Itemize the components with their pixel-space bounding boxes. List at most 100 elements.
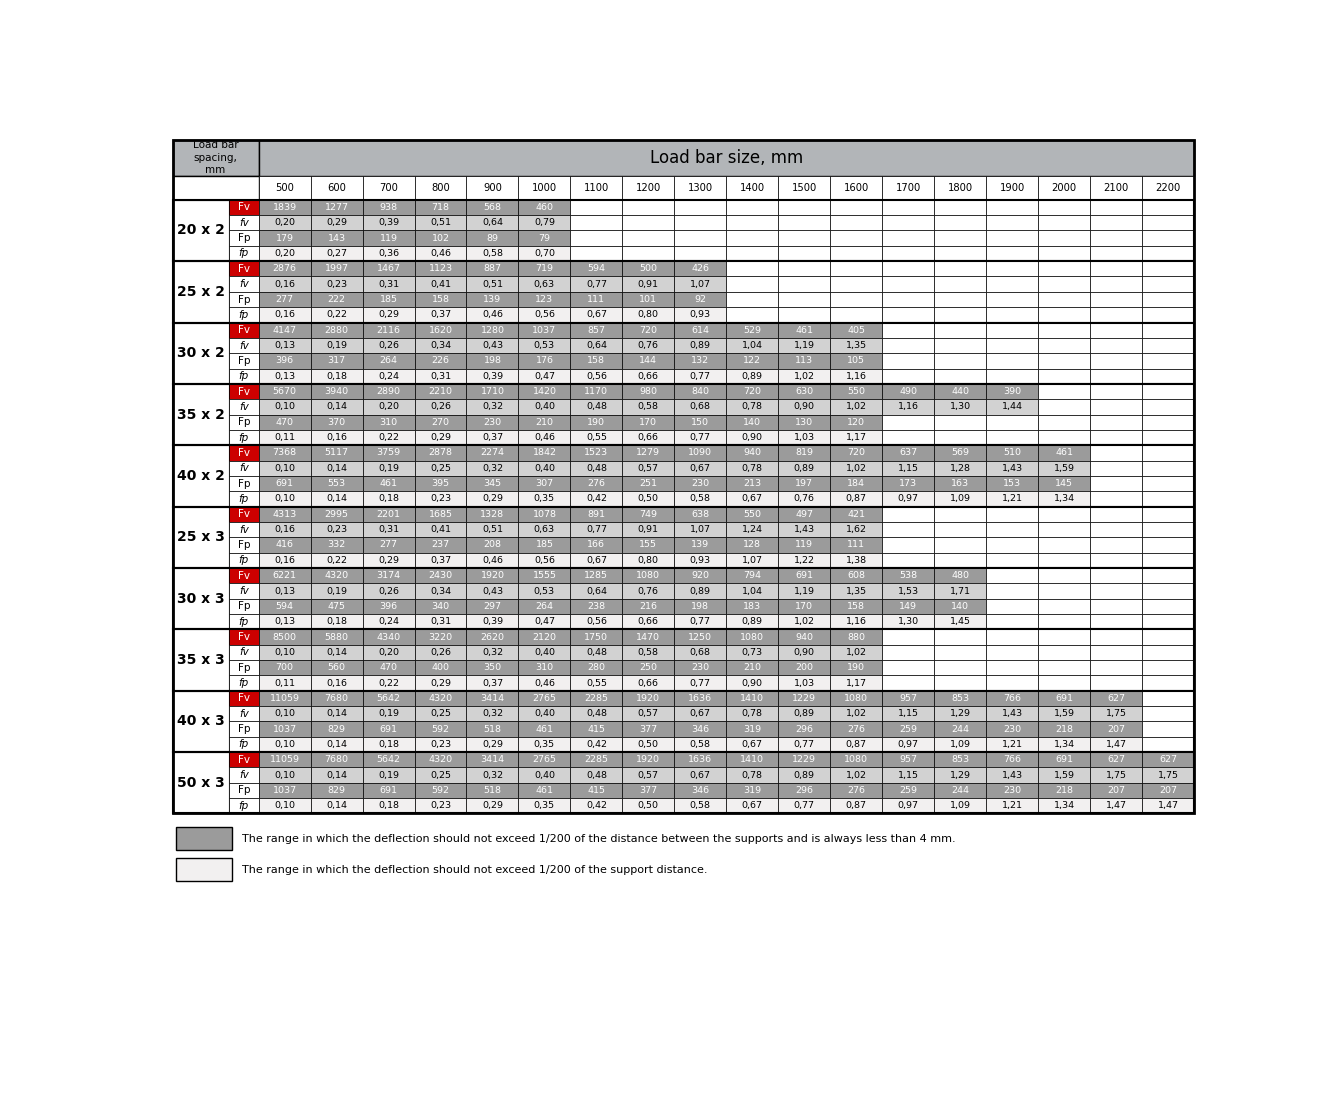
Bar (414, 353, 466, 368)
Bar (1038, 400, 1090, 414)
Text: 720: 720 (848, 449, 865, 457)
Bar (986, 368, 1038, 384)
Bar (1038, 644, 1090, 660)
Bar (173, 752, 229, 814)
Bar (934, 614, 986, 629)
Text: Fp: Fp (238, 601, 250, 611)
Text: 1,03: 1,03 (793, 679, 815, 688)
Bar (831, 461, 882, 476)
Text: 2995: 2995 (325, 510, 349, 519)
Text: 766: 766 (1004, 756, 1021, 765)
Bar (362, 752, 414, 768)
Text: 2880: 2880 (325, 326, 349, 335)
Bar (779, 461, 831, 476)
Bar (414, 737, 466, 752)
Text: 568: 568 (483, 203, 502, 211)
Bar (362, 323, 414, 338)
Bar (1142, 292, 1194, 307)
Bar (986, 292, 1038, 307)
Bar (1090, 768, 1142, 782)
Text: 0,67: 0,67 (741, 801, 763, 810)
Bar (1038, 614, 1090, 629)
Bar (414, 629, 466, 644)
Bar (623, 538, 675, 553)
Bar (1038, 706, 1090, 721)
Text: 122: 122 (743, 356, 761, 365)
Bar (675, 706, 727, 721)
Text: 1,45: 1,45 (950, 618, 970, 627)
Bar (571, 246, 623, 262)
Bar (414, 230, 466, 246)
Text: 0,90: 0,90 (793, 403, 815, 412)
Text: 470: 470 (276, 417, 294, 426)
Text: 627: 627 (1159, 756, 1177, 765)
Bar (986, 691, 1038, 706)
Text: 0,56: 0,56 (534, 311, 555, 319)
Text: The range in which the deflection should not exceed 1/200 of the distance betwee: The range in which the deflection should… (241, 834, 956, 844)
Bar (779, 338, 831, 353)
Text: 0,46: 0,46 (482, 311, 503, 319)
Text: 346: 346 (691, 786, 709, 795)
Bar (623, 323, 675, 338)
Text: 0,29: 0,29 (378, 311, 399, 319)
Bar (362, 338, 414, 353)
Bar (831, 644, 882, 660)
Bar (519, 644, 571, 660)
Bar (623, 752, 675, 768)
Bar (934, 644, 986, 660)
Bar (310, 276, 362, 292)
Text: 35 x 2: 35 x 2 (177, 407, 225, 422)
Bar (779, 476, 831, 491)
Bar (519, 230, 571, 246)
Text: 1080: 1080 (636, 571, 660, 580)
Bar (934, 384, 986, 400)
Bar (623, 215, 675, 230)
Text: 264: 264 (379, 356, 398, 365)
Bar (727, 199, 779, 215)
Text: 0,10: 0,10 (274, 648, 295, 657)
Bar (623, 676, 675, 691)
Bar (623, 782, 675, 798)
Bar (831, 538, 882, 553)
Text: 0,10: 0,10 (274, 801, 295, 810)
Text: 0,66: 0,66 (638, 618, 659, 627)
Bar (519, 660, 571, 676)
Bar (779, 522, 831, 538)
Bar (466, 476, 519, 491)
Bar (623, 476, 675, 491)
Bar (229, 798, 258, 814)
Bar (229, 246, 258, 262)
Bar (727, 660, 779, 676)
Text: Fp: Fp (238, 356, 250, 366)
Text: Fv: Fv (238, 571, 250, 581)
Text: 0,37: 0,37 (430, 311, 451, 319)
Bar (779, 276, 831, 292)
Bar (173, 506, 229, 568)
Bar (831, 246, 882, 262)
Bar (173, 752, 1194, 814)
Bar (258, 430, 310, 445)
Text: 1636: 1636 (688, 693, 712, 703)
Text: 0,37: 0,37 (482, 679, 503, 688)
Bar (1090, 323, 1142, 338)
Text: fp: fp (238, 433, 249, 443)
Bar (831, 445, 882, 461)
Bar (675, 737, 727, 752)
Text: 957: 957 (900, 756, 917, 765)
Bar (229, 568, 258, 583)
Bar (727, 752, 779, 768)
Bar (675, 338, 727, 353)
Bar (831, 768, 882, 782)
Text: 700: 700 (276, 663, 294, 672)
Bar (831, 176, 882, 199)
Text: 277: 277 (276, 295, 294, 304)
Text: 1,71: 1,71 (950, 587, 970, 595)
Text: 1080: 1080 (740, 632, 764, 641)
Text: 0,22: 0,22 (326, 555, 347, 564)
Bar (831, 629, 882, 644)
Text: 0,11: 0,11 (274, 433, 295, 442)
Bar (362, 798, 414, 814)
Text: 0,10: 0,10 (274, 464, 295, 473)
Text: 3414: 3414 (480, 693, 504, 703)
Bar (1142, 538, 1194, 553)
